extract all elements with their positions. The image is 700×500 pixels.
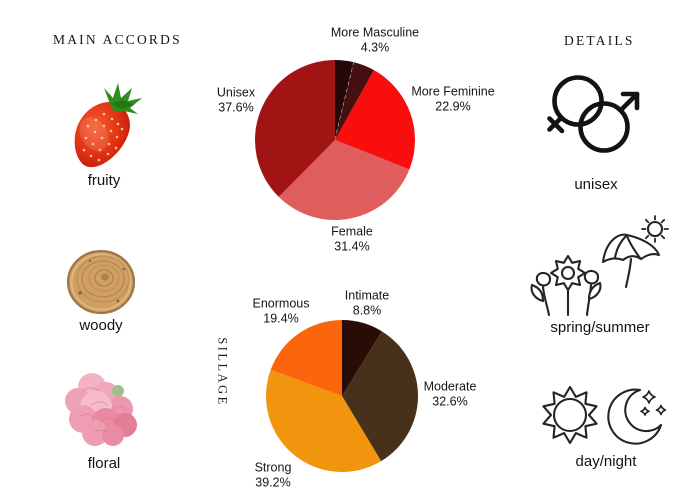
detail-item-gender: unisex [544,68,648,193]
pie-label-moderate: Moderate 32.6% [423,379,477,409]
petal-ruffles [78,387,127,434]
pie-slice-moderate [342,331,419,462]
accord-label-woody: woody [79,317,123,334]
pie-label-female: Female 31.4% [331,224,373,254]
pie-slice-unlabeled [335,60,354,140]
accord-item-fruity: fruity [64,82,144,189]
accord-item-floral: floral [61,371,147,472]
pie-label-intimate: Intimate 8.8% [344,288,390,318]
gender-unisex-icon [547,75,640,153]
pie-label-more-masculine: More Masculine 4.3% [330,25,420,55]
pie-label-more-feminine: More Feminine 22.9% [411,84,495,114]
pie-slice-unisex [255,60,335,197]
main-accords-heading: MAIN ACCORDS [53,32,182,47]
pie-slice-more-feminine [335,70,415,170]
detail-label-time: day/night [575,453,637,470]
detail-label-season: spring/summer [550,319,650,336]
detail-label-gender: unisex [574,176,618,193]
dashed-divider-line [334,62,355,141]
accord-label-floral: floral [87,455,121,472]
pie-slice-intimate [342,320,382,396]
sillage-axis-title: SILLAGE [215,337,230,407]
strawberry-image [74,83,142,168]
pie-slice-enormous [270,320,342,396]
pie-slice-female [278,140,410,220]
strawberry-seeds [82,112,124,162]
accord-item-woody: woody [66,249,136,334]
detail-item-time: day/night [537,379,675,470]
flowers-umbrella-sun-icon [530,215,669,317]
wood-slice-image [66,249,136,315]
pie-label-strong: Strong 39.2% [254,460,292,490]
pie-slice-more-masculine [335,62,374,140]
detail-item-season: spring/summer [527,213,673,336]
pie-label-unisex: Unisex 37.6% [216,85,256,115]
accord-label-fruity: fruity [87,172,121,189]
sun-moon-icon [542,385,667,445]
carnation-image [65,373,137,446]
pie-slice-strong [266,369,382,472]
pie-label-enormous: Enormous 19.4% [252,296,310,326]
details-heading: DETAILS [564,33,635,48]
